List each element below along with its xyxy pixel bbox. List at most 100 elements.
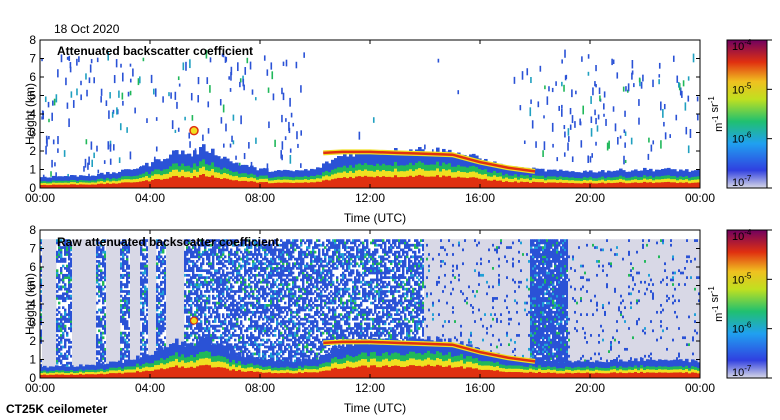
noise-cell xyxy=(64,283,67,286)
noise-cell xyxy=(270,304,273,307)
noise-cell xyxy=(158,329,161,333)
backscatter-cell xyxy=(235,162,239,168)
noise-cell xyxy=(196,278,199,282)
noise-cell xyxy=(292,336,295,340)
backscatter-cell xyxy=(367,164,371,171)
backscatter-cell xyxy=(646,181,650,186)
backscatter-cell xyxy=(43,178,47,182)
backscatter-cell xyxy=(148,177,152,182)
backscatter-cell xyxy=(118,174,122,178)
backscatter-cell xyxy=(238,165,242,170)
backscatter-cell xyxy=(400,158,404,166)
noise-cell xyxy=(160,327,163,330)
noise-cell xyxy=(126,343,129,347)
noise-cell xyxy=(270,331,273,335)
backscatter-cell xyxy=(628,177,632,181)
backscatter-cell xyxy=(616,173,620,177)
noise-speck xyxy=(44,96,47,103)
noise-cell xyxy=(274,352,277,356)
noise-cell xyxy=(142,290,145,293)
backscatter-cell xyxy=(652,182,656,186)
backscatter-cell xyxy=(652,185,656,188)
noise-speck xyxy=(91,159,94,167)
noise-cell xyxy=(280,255,283,259)
noise-cell xyxy=(272,329,275,333)
noise-cell xyxy=(254,273,257,277)
noise-cell xyxy=(264,315,267,319)
noise-cell xyxy=(58,241,61,245)
noise-cell xyxy=(256,283,259,286)
noise-cell xyxy=(258,327,261,330)
noise-cell xyxy=(218,297,221,300)
colorbar-tick-label: 10-7 xyxy=(732,174,752,189)
noise-cell xyxy=(254,306,257,310)
noise-cell xyxy=(272,253,275,256)
backscatter-cell xyxy=(607,185,611,188)
noise-cell xyxy=(102,248,105,252)
backscatter-cell xyxy=(568,171,572,175)
backscatter-cell xyxy=(538,184,542,188)
backscatter-cell xyxy=(385,182,389,188)
backscatter-cell xyxy=(217,182,221,188)
backscatter-cell xyxy=(472,176,476,183)
noise-cell xyxy=(60,278,63,282)
backscatter-cell xyxy=(130,178,134,183)
noise-cell xyxy=(158,343,161,347)
noise-cell xyxy=(96,352,99,356)
noise-cell xyxy=(126,262,129,266)
noise-cell xyxy=(284,336,287,340)
noise-speck xyxy=(292,122,295,127)
noise-cell xyxy=(244,273,247,277)
backscatter-cell xyxy=(550,175,554,180)
noise-cell xyxy=(210,250,213,254)
noise-cell xyxy=(158,331,161,335)
noise-speck xyxy=(76,58,78,66)
noise-cell xyxy=(142,329,145,333)
noise-cell xyxy=(68,278,71,282)
backscatter-cell xyxy=(568,179,572,184)
backscatter-cell xyxy=(337,182,341,188)
noise-speck xyxy=(231,135,233,142)
noise-speck xyxy=(121,92,124,100)
noise-cell xyxy=(232,278,235,282)
backscatter-cell xyxy=(352,161,356,168)
noise-cell xyxy=(126,285,129,289)
noise-cell xyxy=(96,334,99,337)
noise-cell xyxy=(140,262,143,266)
backscatter-cell xyxy=(688,174,692,178)
noise-cell xyxy=(224,278,227,282)
noise-cell xyxy=(56,329,59,333)
no-data-column xyxy=(72,239,75,378)
backscatter-cell xyxy=(631,176,635,180)
noise-speck xyxy=(178,83,181,87)
backscatter-cell xyxy=(451,171,455,178)
noise-cell xyxy=(66,357,69,360)
noise-cell xyxy=(194,262,197,266)
noise-cell xyxy=(264,239,267,242)
noise-cell xyxy=(290,287,293,291)
backscatter-cell xyxy=(64,176,68,179)
noise-cell xyxy=(214,248,217,252)
noise-cell xyxy=(210,334,213,337)
noise-speck xyxy=(228,76,230,80)
noise-speck xyxy=(592,87,594,96)
noise-cell xyxy=(60,255,63,259)
backscatter-cell xyxy=(250,176,254,182)
backscatter-cell xyxy=(55,176,59,179)
noise-cell xyxy=(156,308,159,312)
backscatter-cell xyxy=(58,184,62,187)
noise-cell xyxy=(120,283,123,286)
backscatter-cell xyxy=(292,182,296,186)
noise-cell xyxy=(296,304,299,307)
noise-cell xyxy=(230,271,233,275)
noise-cell xyxy=(230,301,233,305)
backscatter-cell xyxy=(241,168,245,174)
noise-cell xyxy=(194,283,197,286)
noise-speck xyxy=(281,114,283,123)
noise-cell xyxy=(266,317,269,321)
noise-speck xyxy=(282,92,285,101)
noise-cell xyxy=(214,334,217,337)
noise-cell xyxy=(190,290,193,293)
colorbar-ticks-top: 10-710-610-510-4 xyxy=(732,38,772,189)
noise-cell xyxy=(162,343,165,347)
